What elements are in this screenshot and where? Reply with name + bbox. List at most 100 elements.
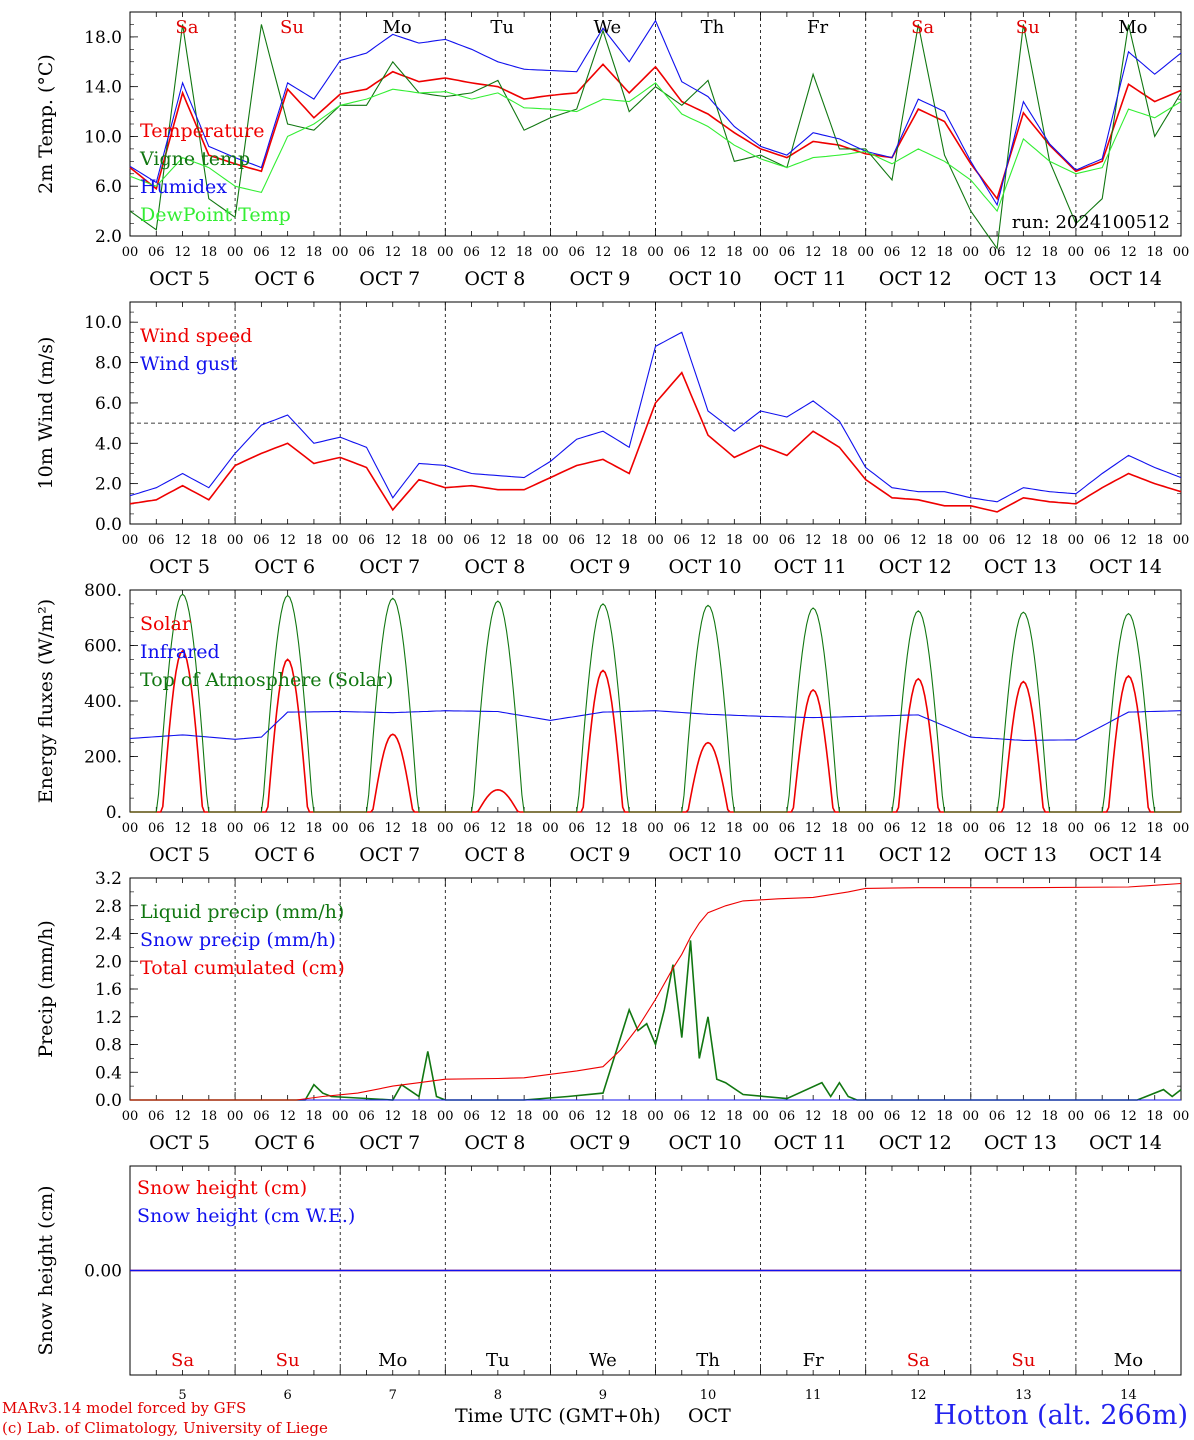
series-line — [129, 19, 1182, 207]
day-label: OCT 6 — [254, 1132, 315, 1154]
credit-line-2: (c) Lab. of Climatology, University of L… — [2, 1419, 328, 1437]
hour-tick-label: 06 — [1094, 245, 1111, 260]
hour-tick-label: 00 — [437, 245, 454, 260]
weekday-label: Su — [1011, 1350, 1035, 1371]
hour-tick-label: 12 — [910, 245, 927, 260]
y-tick-label: 0.8 — [95, 1036, 122, 1056]
legend-entry: Vigne temp — [139, 148, 250, 170]
hour-tick-label: 18 — [201, 1109, 218, 1124]
panel-5 — [129, 1165, 1182, 1376]
hour-tick-label: 06 — [989, 533, 1006, 548]
hour-tick-label: 18 — [726, 1109, 743, 1124]
y-tick-label: 600. — [84, 637, 122, 657]
day-label: OCT 13 — [984, 268, 1057, 290]
day-label: OCT 10 — [669, 1132, 742, 1154]
legend-entry: Temperature — [140, 120, 264, 142]
day-label: OCT 6 — [254, 556, 315, 578]
weekday-label: Th — [701, 17, 725, 38]
hour-tick-label: 18 — [1041, 533, 1058, 548]
day-label: OCT 13 — [984, 844, 1057, 866]
series-line — [130, 882, 1182, 1101]
weekday-label: Mo — [378, 1350, 407, 1371]
day-label: OCT 8 — [464, 844, 525, 866]
hour-tick-label: 12 — [174, 533, 191, 548]
hour-tick-label: 12 — [384, 821, 401, 836]
hour-tick-label: 06 — [568, 245, 585, 260]
hour-tick-label: 12 — [490, 245, 507, 260]
hour-tick-label: 12 — [700, 1109, 717, 1124]
hour-tick-label: 00 — [1173, 533, 1190, 548]
hour-tick-label: 00 — [227, 821, 244, 836]
hour-tick-label: 18 — [621, 245, 638, 260]
hour-tick-label: 18 — [726, 245, 743, 260]
day-label: OCT 9 — [569, 268, 630, 290]
hour-tick-label: 00 — [963, 533, 980, 548]
hour-tick-label: 00 — [227, 1109, 244, 1124]
hour-tick-label: 12 — [490, 533, 507, 548]
hour-tick-label: 12 — [910, 821, 927, 836]
day-label: OCT 14 — [1089, 268, 1162, 290]
day-label: OCT 7 — [359, 268, 420, 290]
weekday-label: Mo — [382, 17, 411, 38]
day-number: 10 — [700, 1388, 717, 1403]
hour-tick-label: 00 — [857, 245, 874, 260]
hour-tick-label: 12 — [595, 533, 612, 548]
hour-tick-label: 06 — [463, 245, 480, 260]
y-tick-label: 1.2 — [95, 1008, 122, 1028]
hour-tick-label: 00 — [1068, 821, 1085, 836]
panel-2 — [129, 301, 1182, 525]
time-axis-label: Time UTC (GMT+0h) — [455, 1405, 661, 1427]
series-line — [129, 82, 1182, 213]
day-label: OCT 7 — [359, 1132, 420, 1154]
hour-tick-label: 12 — [700, 821, 717, 836]
hour-tick-label: 00 — [437, 821, 454, 836]
day-label: OCT 8 — [464, 1132, 525, 1154]
hour-tick-label: 18 — [831, 533, 848, 548]
hour-tick-label: 00 — [1068, 533, 1085, 548]
hour-tick-label: 06 — [148, 245, 165, 260]
panel-4 — [129, 877, 1182, 1101]
day-label: OCT 14 — [1089, 844, 1162, 866]
hour-tick-label: 18 — [1146, 1109, 1163, 1124]
hour-tick-label: 06 — [148, 821, 165, 836]
hour-tick-label: 00 — [332, 245, 349, 260]
hour-tick-label: 12 — [490, 821, 507, 836]
hour-tick-label: 00 — [437, 533, 454, 548]
hour-tick-label: 18 — [621, 533, 638, 548]
legend-entry: Infrared — [140, 641, 220, 663]
hour-tick-label: 00 — [542, 1109, 559, 1124]
hour-tick-label: 06 — [1094, 533, 1111, 548]
day-label: OCT 6 — [254, 844, 315, 866]
hour-tick-label: 18 — [201, 533, 218, 548]
hour-tick-label: 18 — [411, 821, 428, 836]
weekday-label: Th — [696, 1350, 720, 1371]
hour-tick-label: 12 — [805, 1109, 822, 1124]
day-number: 9 — [599, 1388, 607, 1403]
hour-tick-label: 18 — [726, 821, 743, 836]
hour-tick-label: 06 — [674, 1109, 691, 1124]
hour-tick-label: 00 — [1068, 1109, 1085, 1124]
hour-tick-label: 06 — [358, 821, 375, 836]
hour-tick-label: 12 — [910, 1109, 927, 1124]
weekday-label: Tu — [490, 17, 514, 38]
hour-tick-label: 06 — [989, 821, 1006, 836]
hour-tick-label: 18 — [621, 821, 638, 836]
hour-tick-label: 06 — [568, 1109, 585, 1124]
hour-tick-label: 06 — [253, 1109, 270, 1124]
legend-entry: Solar — [140, 613, 192, 635]
y-tick-label: 400. — [84, 692, 122, 712]
y-tick-label: 0.00 — [84, 1262, 122, 1282]
day-label: OCT 10 — [669, 556, 742, 578]
hour-tick-label: 18 — [831, 245, 848, 260]
hour-tick-label: 06 — [779, 533, 796, 548]
hour-tick-label: 06 — [463, 1109, 480, 1124]
hour-tick-label: 06 — [358, 245, 375, 260]
hour-tick-label: 00 — [122, 533, 139, 548]
hour-tick-label: 18 — [936, 1109, 953, 1124]
hour-tick-label: 12 — [174, 821, 191, 836]
weekday-label: Su — [1016, 17, 1040, 38]
hour-tick-label: 12 — [1015, 821, 1032, 836]
series-line — [130, 593, 1181, 813]
y-tick-label: 0.0 — [95, 515, 122, 535]
